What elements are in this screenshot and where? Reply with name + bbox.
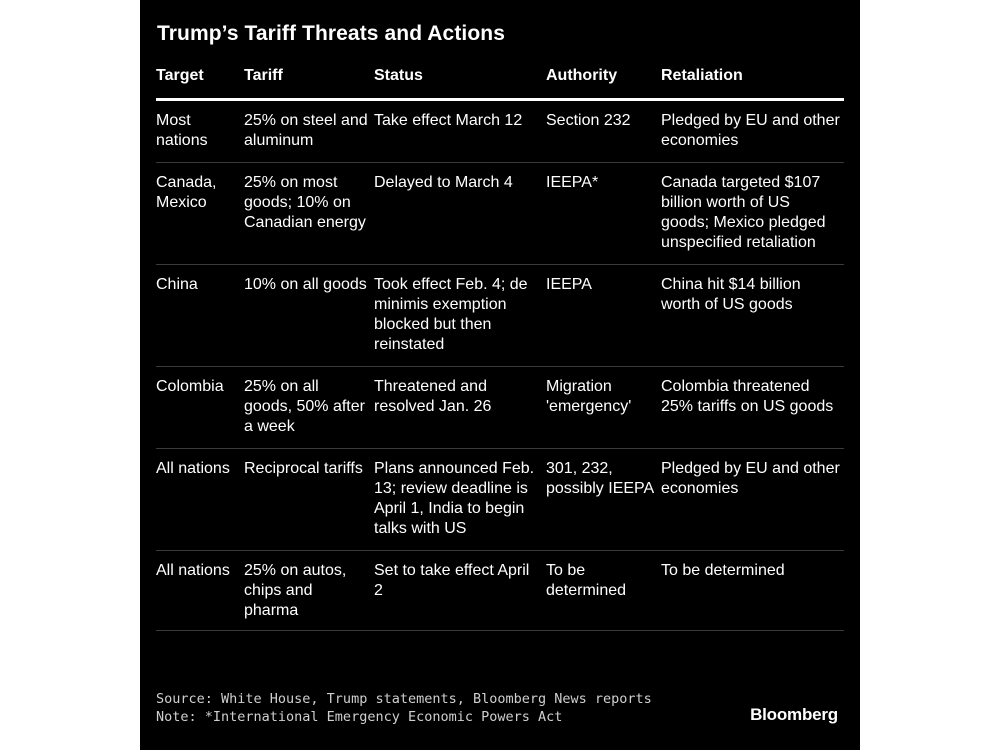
cell-status: Plans announced Feb. 13; review deadline… xyxy=(374,448,546,551)
graphic-title: Trump’s Tariff Threats and Actions xyxy=(157,22,506,45)
bloomberg-logo: Bloomberg xyxy=(750,705,838,724)
table-row: All nations Reciprocal tariffs Plans ann… xyxy=(156,448,844,551)
table-row: Colombia 25% on all goods, 50% after a w… xyxy=(156,366,844,449)
cell-authority: To be determined xyxy=(546,550,661,631)
cell-retaliation: To be determined xyxy=(661,550,844,631)
cell-tariff: 25% on steel and aluminum xyxy=(244,99,374,163)
cell-target: Canada, Mexico xyxy=(156,162,244,265)
source-note: Source: White House, Trump statements, B… xyxy=(156,691,652,707)
cell-status: Take effect March 12 xyxy=(374,99,546,163)
cell-authority: 301, 232, possibly IEEPA xyxy=(546,448,661,551)
footer-notes: Source: White House, Trump statements, B… xyxy=(156,690,652,726)
column-header-authority: Authority xyxy=(546,60,661,101)
cell-status: Delayed to March 4 xyxy=(374,162,546,265)
column-header-retaliation: Retaliation xyxy=(661,60,844,101)
cell-target: All nations xyxy=(156,550,244,631)
column-header-target: Target xyxy=(156,60,244,101)
cell-retaliation: Pledged by EU and other economies xyxy=(661,448,844,551)
table-header-row: Target Tariff Status Authority Retaliati… xyxy=(156,60,844,101)
table-row: Most nations 25% on steel and aluminum T… xyxy=(156,99,844,163)
cell-tariff: Reciprocal tariffs xyxy=(244,448,374,551)
table-row: China 10% on all goods Took effect Feb. … xyxy=(156,264,844,367)
cell-tariff: 25% on all goods, 50% after a week xyxy=(244,366,374,449)
tariff-table: Target Tariff Status Authority Retaliati… xyxy=(156,60,844,631)
cell-retaliation: Colombia threatened 25% tariffs on US go… xyxy=(661,366,844,449)
graphic-card: Trump’s Tariff Threats and Actions Targe… xyxy=(140,0,860,750)
cell-retaliation: Canada targeted $107 billion worth of US… xyxy=(661,162,844,265)
cell-retaliation: China hit $14 billion worth of US goods xyxy=(661,264,844,367)
cell-retaliation: Pledged by EU and other economies xyxy=(661,99,844,163)
cell-target: Most nations xyxy=(156,99,244,163)
cell-authority: IEEPA xyxy=(546,264,661,367)
cell-target: All nations xyxy=(156,448,244,551)
cell-status: Set to take effect April 2 xyxy=(374,550,546,631)
cell-authority: Migration 'emergency' xyxy=(546,366,661,449)
cell-tariff: 25% on most goods; 10% on Canadian energ… xyxy=(244,162,374,265)
cell-authority: IEEPA* xyxy=(546,162,661,265)
footnote: Note: *International Emergency Economic … xyxy=(156,709,563,725)
cell-status: Took effect Feb. 4; de minimis exemption… xyxy=(374,264,546,367)
column-header-tariff: Tariff xyxy=(244,60,374,101)
cell-target: China xyxy=(156,264,244,367)
cell-target: Colombia xyxy=(156,366,244,449)
cell-tariff: 10% on all goods xyxy=(244,264,374,367)
cell-authority: Section 232 xyxy=(546,99,661,163)
table-row: All nations 25% on autos, chips and phar… xyxy=(156,550,844,631)
cell-status: Threatened and resolved Jan. 26 xyxy=(374,366,546,449)
table-row: Canada, Mexico 25% on most goods; 10% on… xyxy=(156,162,844,265)
cell-tariff: 25% on autos, chips and pharma xyxy=(244,550,374,631)
column-header-status: Status xyxy=(374,60,546,101)
